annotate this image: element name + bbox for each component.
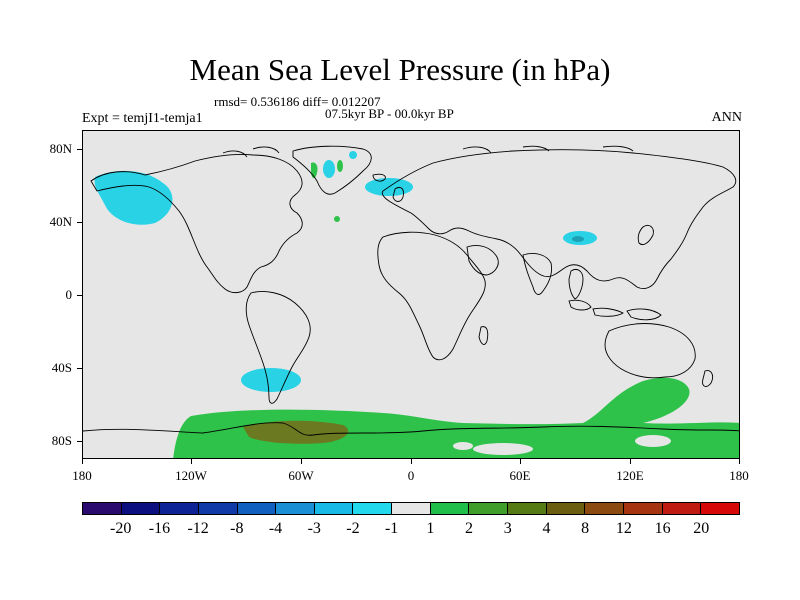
lon-tick <box>191 459 192 464</box>
colorbar-label: -20 <box>110 520 132 537</box>
cyan-anomaly-greenland <box>323 160 335 178</box>
colorbar-label: -8 <box>230 520 244 537</box>
green-anomaly-atlantic-small <box>334 216 340 222</box>
map-canvas <box>83 145 739 458</box>
coast-greenland <box>292 145 372 195</box>
coast-arctic-islands <box>222 145 634 158</box>
colorbar-cell <box>314 503 354 514</box>
lon-tick <box>301 459 302 464</box>
colorbar-label: -12 <box>187 520 209 537</box>
anomaly-fields <box>94 151 739 458</box>
lon-label-180w: 180 <box>72 468 92 483</box>
colorbar-cell <box>508 503 547 514</box>
colorbar-cell <box>430 503 470 514</box>
colorbar-label: 12 <box>615 520 632 537</box>
coast-africa <box>377 231 486 361</box>
colorbar <box>82 502 740 515</box>
lon-label-120e: 120E <box>616 468 644 483</box>
colorbar-label: -2 <box>346 520 360 537</box>
colorbar-cell <box>623 503 663 514</box>
coastlines <box>83 145 739 436</box>
lon-label-120w: 120W <box>175 468 207 483</box>
colorbar-cell <box>276 503 315 514</box>
coast-antarctica <box>83 422 739 436</box>
coast-south-america <box>245 291 311 404</box>
coast-north-america <box>90 154 303 294</box>
lat-tick <box>77 441 82 442</box>
neutral-gap-2 <box>635 435 671 447</box>
coast-se-asia <box>568 268 584 300</box>
lon-label-180e: 180 <box>729 468 749 483</box>
colorbar-label: 4 <box>542 520 551 537</box>
colorbar-cell <box>353 503 393 514</box>
lat-tick <box>77 222 82 223</box>
cyan-anomaly-south-america <box>241 368 301 392</box>
cyan-anomaly-arctic <box>349 151 357 159</box>
coast-uk <box>392 186 404 202</box>
lat-label-80n: 80N <box>49 141 72 156</box>
coast-indonesia-2 <box>592 307 624 317</box>
coast-indonesia-1 <box>568 299 592 311</box>
lon-tick <box>411 459 412 464</box>
colorbar-cell <box>198 503 238 514</box>
colorbar-cell <box>392 503 431 514</box>
colorbar-cell <box>121 503 161 514</box>
colorbar-cell <box>546 503 586 514</box>
lon-tick <box>739 459 740 464</box>
colorbar-label: -4 <box>268 520 283 537</box>
colorbar-cell <box>585 503 624 514</box>
colorbar-label: 16 <box>654 520 671 537</box>
coast-madagascar <box>478 326 489 345</box>
colorbar-cell <box>662 503 702 514</box>
cyan-anomaly-north-pacific <box>94 170 173 225</box>
colorbar-cell <box>701 503 739 514</box>
coast-india <box>522 252 552 295</box>
map-panel <box>82 130 740 459</box>
teal-anomaly-tibet-core <box>572 236 584 242</box>
colorbar-cell <box>83 503 122 514</box>
coast-new-zealand <box>702 370 714 387</box>
lon-label-60e: 60E <box>509 468 531 483</box>
lon-tick <box>520 459 521 464</box>
green-anomaly-greenland <box>311 162 318 179</box>
coast-japan <box>637 224 654 246</box>
olive-anomaly-antarctica <box>243 420 349 444</box>
lat-tick <box>77 368 82 369</box>
colorbar-cell <box>237 503 277 514</box>
experiment-label: Expt = temjI1-temja1 <box>82 111 203 126</box>
coast-iceland <box>372 173 386 182</box>
colorbar-label: -16 <box>148 520 171 537</box>
neutral-gap-1 <box>473 443 533 455</box>
lat-label-40s: 40S <box>51 360 72 375</box>
lat-label-80s: 80S <box>51 433 72 448</box>
colorbar-label: 2 <box>465 520 474 537</box>
colorbar-cell <box>469 503 509 514</box>
colorbar-label: -3 <box>307 520 321 537</box>
neutral-gap-3 <box>453 442 473 450</box>
lon-tick <box>630 459 631 464</box>
lon-label-60w: 60W <box>288 468 314 483</box>
colorbar-label: 20 <box>693 520 710 537</box>
colorbar-label: 8 <box>581 520 590 537</box>
season-label: ANN <box>711 110 742 125</box>
colorbar-label: 3 <box>503 520 512 537</box>
coast-new-guinea <box>626 308 662 321</box>
colorbar-label: 1 <box>426 520 435 537</box>
lon-tick <box>82 459 83 464</box>
coast-arabia <box>466 245 499 276</box>
period-label: 07.5kyr BP - 00.0kyr BP <box>325 106 454 121</box>
lat-tick <box>77 149 82 150</box>
green-anomaly-greenland-2 <box>337 160 343 172</box>
lat-tick <box>77 295 82 296</box>
colorbar-label: -1 <box>384 520 399 537</box>
lat-label-0: 0 <box>65 287 73 302</box>
map-title: Mean Sea Level Pressure (in hPa) <box>189 52 611 87</box>
stats-label: rmsd= 0.536186 diff= 0.012207 <box>214 94 381 109</box>
coast-australia <box>604 323 696 379</box>
coast-eurasia <box>381 149 737 290</box>
colorbar-cell <box>160 503 199 514</box>
lon-label-0: 0 <box>407 468 415 483</box>
lat-label-40n: 40N <box>49 214 72 229</box>
